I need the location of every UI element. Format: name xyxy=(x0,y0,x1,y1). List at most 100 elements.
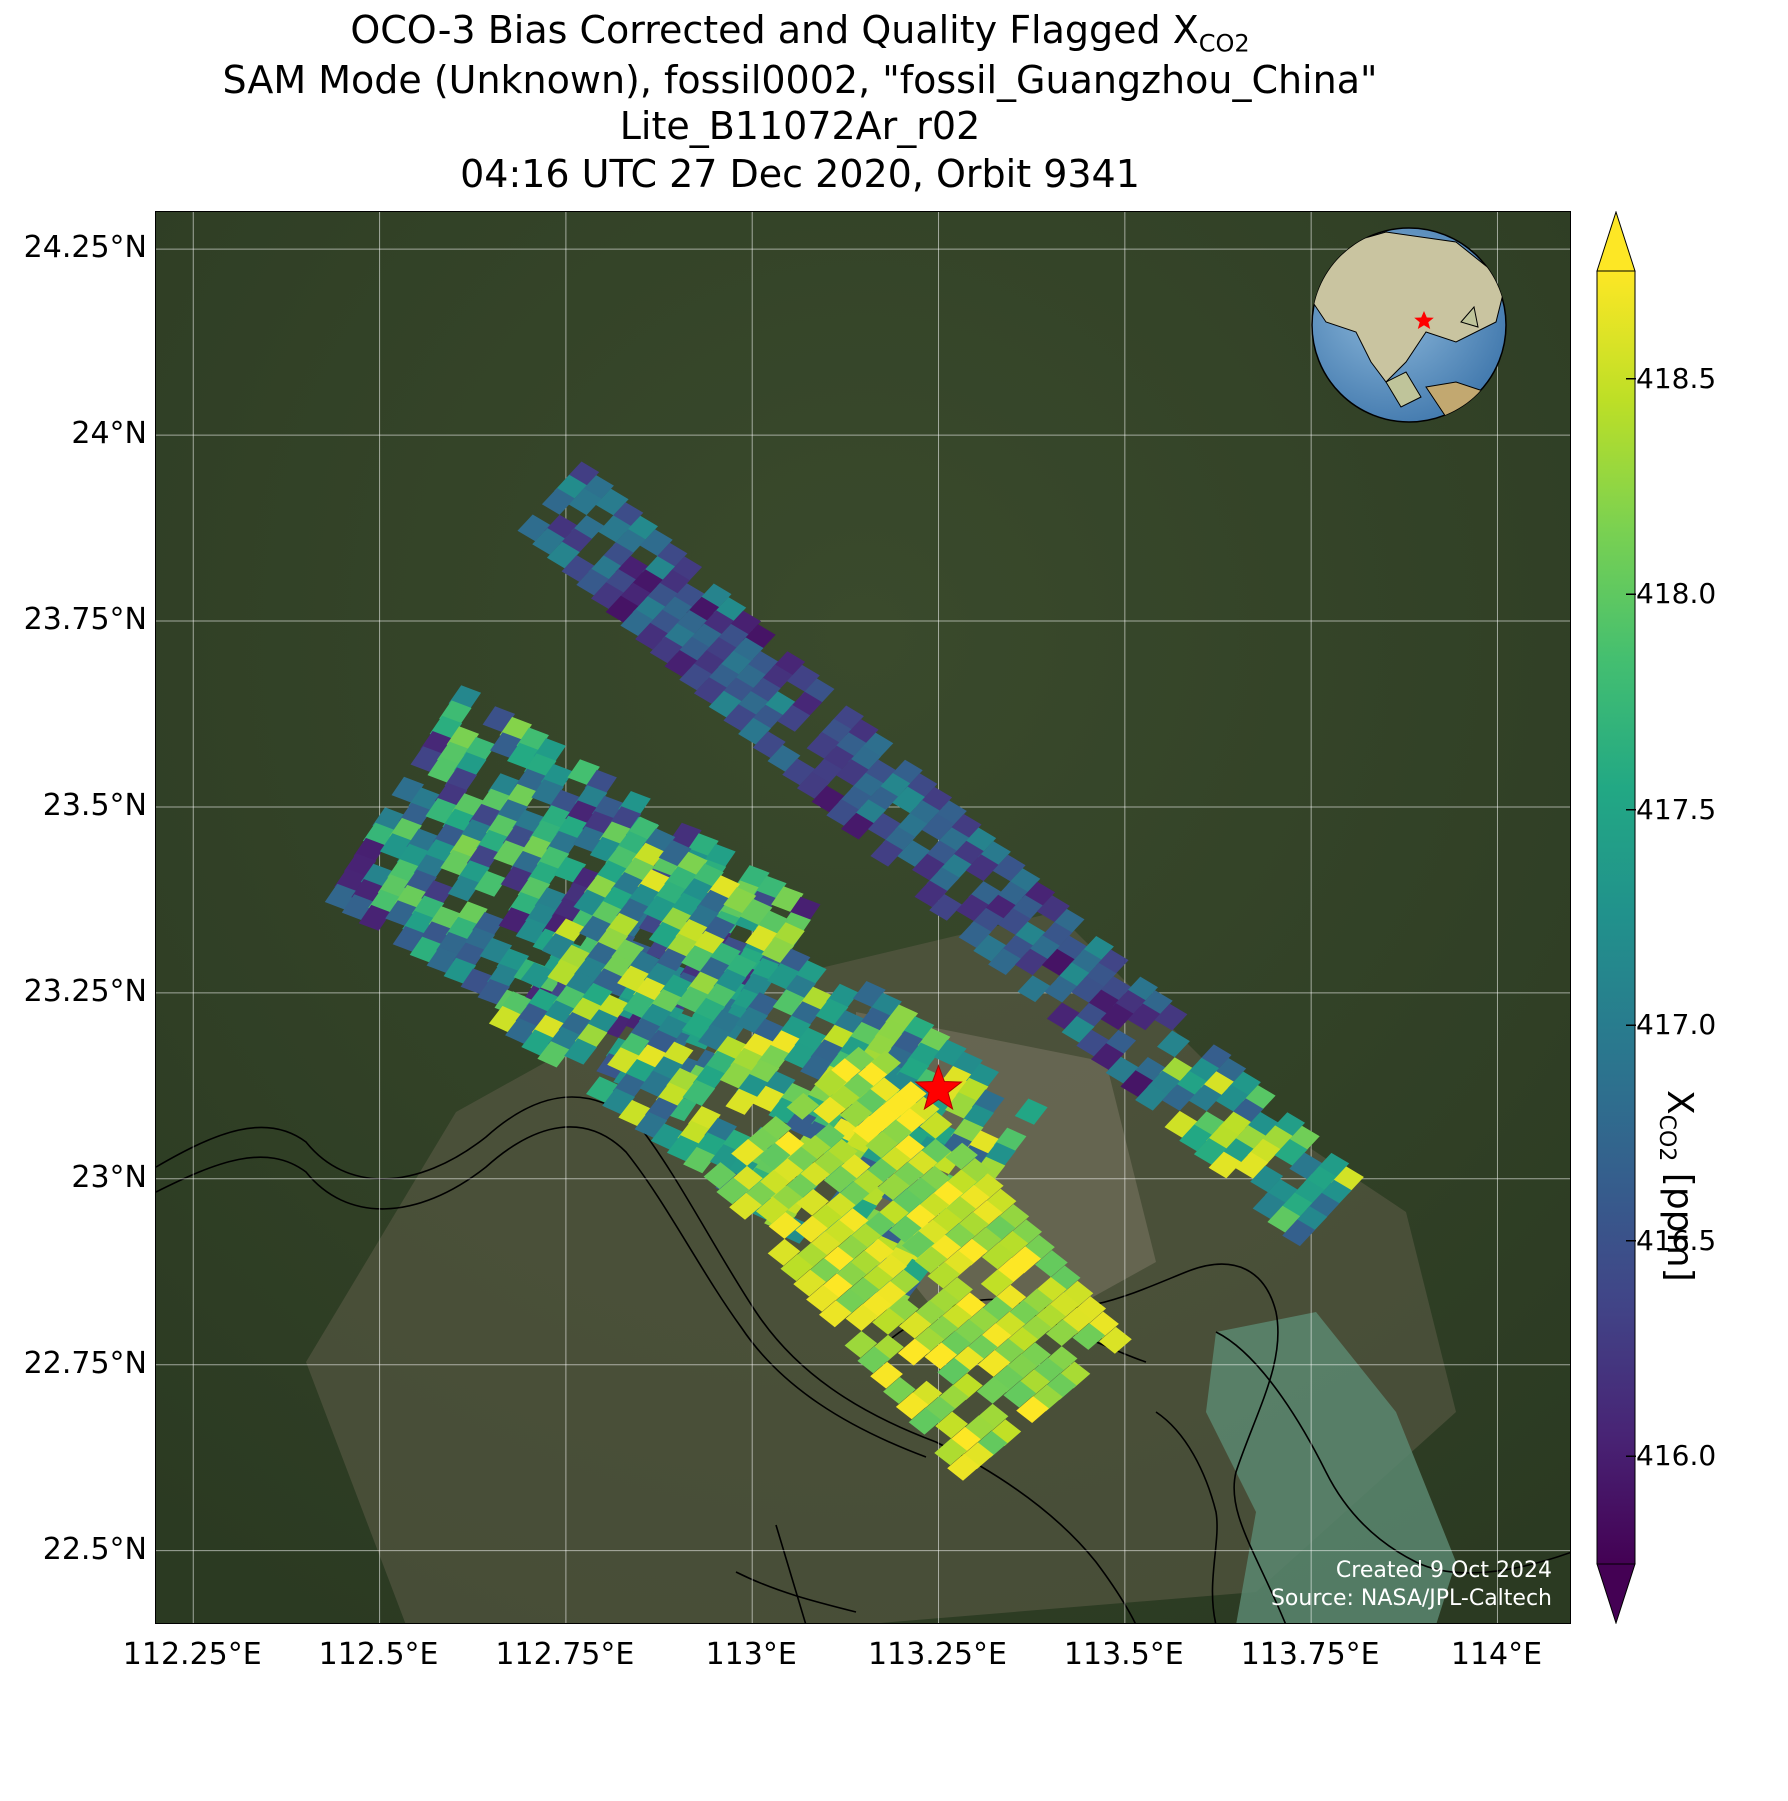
xco2-sounding xyxy=(1162,1084,1195,1111)
colorbar-label-sub: CO2 xyxy=(1653,1114,1679,1162)
xco2-soundings xyxy=(324,461,1364,1481)
xco2-sounding xyxy=(870,839,904,867)
xco2-sounding xyxy=(1041,948,1075,976)
xco2-sounding xyxy=(1164,1110,1198,1138)
target-star-icon xyxy=(914,1064,963,1111)
xco2-sounding xyxy=(745,925,778,952)
xco2-sounding xyxy=(841,812,874,840)
xco2-sounding xyxy=(595,488,629,516)
xco2-sounding xyxy=(643,895,676,922)
xco2-sounding xyxy=(605,595,639,623)
lon-tick-label: 114°E xyxy=(1450,1637,1543,1672)
xco2-sounding xyxy=(877,1173,910,1201)
xco2-sounding xyxy=(767,1238,801,1266)
xco2-sounding xyxy=(607,1047,640,1074)
xco2-sounding xyxy=(839,1100,873,1128)
xco2-sounding xyxy=(956,894,989,922)
xco2-sounding xyxy=(1282,1219,1316,1247)
xco2-sounding xyxy=(823,1165,857,1193)
xco2-sounding xyxy=(761,936,795,964)
xco2-sounding xyxy=(341,894,375,921)
xco2-sounding xyxy=(735,1006,769,1034)
xco2-sounding xyxy=(921,813,955,841)
xco2-sounding xyxy=(648,921,682,949)
xco2-sounding xyxy=(1252,1192,1286,1219)
xco2-sounding xyxy=(1076,1029,1110,1057)
colorbar xyxy=(1596,211,1636,1624)
xco2-sounding xyxy=(852,981,886,1008)
title-line-4: 04:16 UTC 27 Dec 2020, Orbit 9341 xyxy=(460,152,1140,196)
xco2-sounding xyxy=(703,1162,737,1189)
xco2-sounding xyxy=(1061,1016,1095,1043)
xco2-sounding xyxy=(681,945,714,972)
xco2-sounding xyxy=(889,1215,922,1243)
xco2-sounding xyxy=(755,1196,789,1224)
xco2-sounding xyxy=(806,1284,839,1312)
xco2-sounding xyxy=(546,541,580,569)
xco2-sounding xyxy=(682,1079,716,1106)
xco2-sounding xyxy=(723,704,757,731)
map-canvas[interactable] xyxy=(156,212,1571,1624)
xco2-sounding xyxy=(1179,1124,1213,1152)
xco2-sounding xyxy=(767,744,801,772)
title-line-1: OCO-3 Bias Corrected and Quality Flagged… xyxy=(0,8,1600,66)
xco2-sounding xyxy=(924,1342,958,1370)
xco2-sounding xyxy=(796,1188,829,1216)
xco2-sounding xyxy=(947,1453,980,1481)
xco2-sounding xyxy=(1267,1205,1301,1233)
lat-tick-label: 24°N xyxy=(71,416,147,452)
xco2-sounding xyxy=(683,1146,716,1174)
xco2-sounding xyxy=(591,582,624,609)
xco2-sounding xyxy=(872,1307,905,1335)
xco2-sounding xyxy=(813,1096,846,1124)
xco2-sounding xyxy=(679,663,713,691)
xco2-sounding xyxy=(1135,1083,1168,1111)
xco2-sounding xyxy=(379,833,413,860)
credits: Created 9 Oct 2024 Source: NASA/JPL-Calt… xyxy=(1271,1557,1552,1613)
xco2-sounding xyxy=(796,772,830,799)
xco2-sounding xyxy=(635,622,668,650)
xco2-sounding xyxy=(992,854,1026,882)
xco2-sounding xyxy=(505,1017,538,1044)
globe-target-star xyxy=(1414,311,1434,329)
xco2-sounding xyxy=(786,1092,820,1120)
xco2-sounding xyxy=(768,1212,802,1239)
xco2-sounding xyxy=(752,731,786,759)
xco2-sounding xyxy=(997,908,1031,935)
xco2-sounding xyxy=(579,915,612,942)
xco2-sounding xyxy=(806,732,840,759)
xco2-sounding xyxy=(586,1076,619,1103)
xco2-sounding xyxy=(576,568,610,596)
colorbar-extend-max xyxy=(1596,211,1636,272)
xco2-sounding xyxy=(358,904,392,931)
xco2-sounding xyxy=(1071,976,1105,1003)
xco2-sounding xyxy=(664,650,698,677)
xco2-sounding xyxy=(771,886,804,913)
xco2-sounding xyxy=(793,1269,826,1297)
xco2-sounding xyxy=(919,1111,953,1139)
xco2-sounding xyxy=(815,998,849,1025)
xco2-sounding xyxy=(681,1012,715,1039)
xco2-sounding xyxy=(852,1115,886,1143)
xco2-sounding xyxy=(819,1300,852,1328)
xco2-sounding xyxy=(666,1135,700,1162)
colorbar-label-units: [ppm] xyxy=(1659,1161,1700,1282)
xco2-sounding xyxy=(693,677,727,704)
xco2-sounding xyxy=(912,853,945,881)
xco2-sounding xyxy=(598,515,632,543)
map-panel[interactable]: Created 9 Oct 2024 Source: NASA/JPL-Calt… xyxy=(155,211,1571,1624)
xco2-sounding xyxy=(935,1411,968,1439)
xco2-sounding xyxy=(1017,975,1051,1003)
xco2-sounding xyxy=(447,875,481,902)
xco2-sounding xyxy=(976,1376,1010,1404)
xco2-sounding xyxy=(573,889,607,916)
xco2-sounding xyxy=(870,1361,903,1389)
colorbar-tick-label: 416.0 xyxy=(1636,1439,1717,1473)
xco2-sounding xyxy=(676,986,709,1013)
xco2-sounding xyxy=(1208,1151,1242,1179)
xco2-sounding xyxy=(650,1123,684,1150)
xco2-sounding xyxy=(602,1088,635,1115)
xco2-sounding xyxy=(981,1242,1015,1270)
xco2-sounding xyxy=(517,514,551,542)
xco2-sounding xyxy=(620,609,654,637)
